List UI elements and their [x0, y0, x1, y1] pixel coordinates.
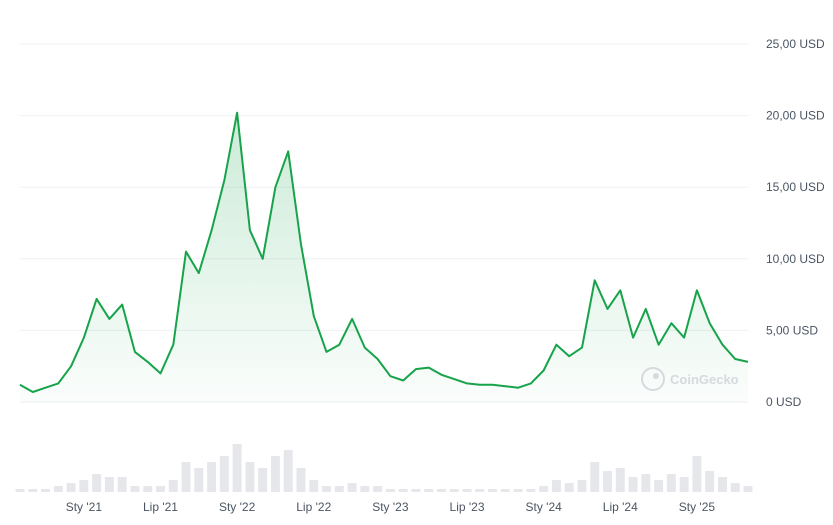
- volume-bar: [475, 489, 485, 492]
- y-tick-label: 5,00 USD: [766, 323, 818, 337]
- volume-bar: [398, 489, 408, 492]
- volume-bar: [603, 471, 612, 492]
- volume-bar: [117, 477, 127, 492]
- volume-bar: [500, 489, 510, 492]
- volume-bar: [654, 480, 664, 492]
- volume-bar: [666, 474, 676, 492]
- volume-bar: [551, 480, 561, 492]
- volume-bar: [296, 468, 306, 492]
- volume-bar: [194, 468, 204, 492]
- volume-bar: [347, 483, 357, 492]
- y-tick-label: 10,00 USD: [766, 252, 825, 266]
- volume-bar: [628, 477, 638, 492]
- x-tick-label: Lip '23: [450, 500, 485, 514]
- volume-bar: [28, 489, 38, 492]
- x-tick-label: Lip '21: [143, 500, 178, 514]
- volume-bar: [385, 489, 395, 492]
- volume-bar: [577, 480, 587, 492]
- volume-bar: [232, 444, 242, 492]
- price-line: [19, 111, 749, 393]
- x-tick-label: Sty '23: [372, 500, 409, 514]
- volume-bar: [692, 456, 702, 492]
- volume-bar: [41, 489, 51, 492]
- volume-bar: [79, 480, 89, 492]
- volume-bar: [539, 486, 549, 492]
- x-tick-label: Sty '25: [679, 500, 716, 514]
- volume-bar: [513, 489, 523, 492]
- price-area: [19, 111, 749, 402]
- volume-bar: [207, 462, 217, 492]
- volume-bar: [15, 489, 25, 492]
- volume-bar: [360, 486, 370, 492]
- volume-bar: [641, 474, 651, 492]
- volume-bar: [258, 468, 268, 492]
- volume-bar: [322, 486, 331, 492]
- y-tick-label: 0 USD: [766, 395, 802, 409]
- volume-bar: [437, 489, 446, 492]
- price-area-fill: [20, 112, 748, 402]
- volume-bar: [53, 486, 63, 492]
- volume-bar: [564, 483, 574, 492]
- volume-bar: [679, 477, 689, 492]
- x-axis-ticks: Sty '21 Lip '21 Sty '22 Lip '22 Sty '23 Lip '…: [66, 500, 716, 514]
- coingecko-watermark: CoinGecko: [641, 367, 739, 391]
- volume-bar: [462, 489, 472, 492]
- volume-bar: [424, 489, 434, 492]
- volume-bar: [488, 489, 498, 492]
- y-tick-label: 20,00 USD: [766, 109, 825, 123]
- volume-bar: [615, 468, 625, 492]
- volume-bar: [283, 450, 293, 492]
- coingecko-logo-eye: [653, 373, 659, 379]
- volume-bar: [66, 483, 76, 492]
- y-tick-label: 25,00 USD: [766, 37, 825, 51]
- y-axis-ticks: 0 USD 5,00 USD 10,00 USD 15,00 USD 20,00 USD…: [766, 37, 825, 409]
- volume-bar: [334, 486, 344, 492]
- volume-bar: [92, 474, 102, 492]
- x-tick-label: Sty '24: [525, 500, 562, 514]
- volume-bar: [590, 462, 600, 492]
- volume-bar: [245, 462, 255, 492]
- y-tick-label: 15,00 USD: [766, 180, 825, 194]
- volume-bar: [143, 486, 153, 492]
- watermark-text: CoinGecko: [670, 372, 739, 387]
- volume-bar: [309, 480, 319, 492]
- volume-bar: [219, 456, 229, 492]
- volume-bar: [411, 489, 421, 492]
- volume-bar: [130, 486, 140, 492]
- volume-bar: [526, 489, 536, 492]
- volume-bar: [743, 486, 753, 492]
- volume-bar: [730, 483, 740, 492]
- volume-bars: [15, 444, 753, 492]
- volume-bar: [104, 477, 114, 492]
- volume-bar: [168, 480, 178, 492]
- x-tick-label: Sty '21: [66, 500, 103, 514]
- volume-bar: [373, 486, 383, 492]
- volume-bar: [270, 456, 280, 492]
- volume-bar: [156, 486, 165, 492]
- volume-bar: [449, 489, 459, 492]
- volume-bar: [705, 471, 715, 492]
- x-tick-label: Sty '22: [219, 500, 256, 514]
- volume-bar: [181, 462, 191, 492]
- volume-bar: [717, 477, 727, 492]
- x-tick-label: Lip '24: [603, 500, 638, 514]
- coingecko-logo-icon: [641, 367, 665, 391]
- x-tick-label: Lip '22: [296, 500, 331, 514]
